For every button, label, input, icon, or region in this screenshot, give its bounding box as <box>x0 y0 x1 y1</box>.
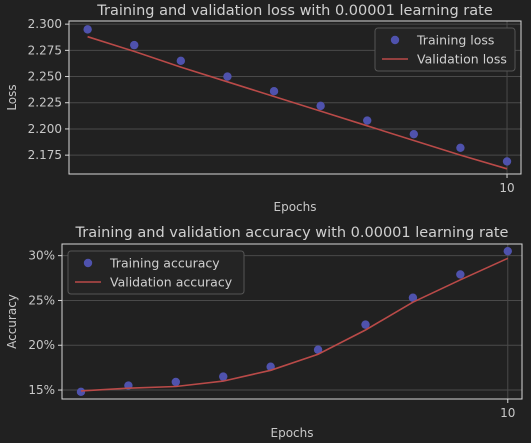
data-point <box>456 270 465 279</box>
legend-entry: Validation accuracy <box>110 275 233 290</box>
y-tick-label: 25% <box>28 293 55 307</box>
data-point <box>269 87 279 96</box>
data-point <box>219 372 228 381</box>
y-tick-label: 2.300 <box>28 17 62 31</box>
data-point <box>316 101 325 111</box>
legend-box <box>374 27 516 72</box>
x-tick-label: 10 <box>499 181 514 195</box>
data-point <box>83 25 92 34</box>
data-point <box>456 143 465 153</box>
y-tick-label: 2.225 <box>28 96 62 110</box>
y-tick-label: 20% <box>28 338 55 352</box>
legend-entry: Training loss <box>416 33 494 48</box>
y-tick-label: 30% <box>28 249 55 263</box>
chart-title: Training and validation accuracy with 0.… <box>75 225 509 241</box>
y-tick-label: 2.200 <box>28 122 62 136</box>
chart-accuracy: Training and validation accuracy with 0.… <box>5 225 523 440</box>
data-point <box>130 40 139 50</box>
data-point <box>408 293 418 302</box>
legend-entry: Training accuracy <box>109 256 220 271</box>
legend-entry: Validation loss <box>417 52 507 67</box>
legend: Training accuracy Validation accuracy <box>67 250 245 295</box>
data-point <box>361 320 370 329</box>
y-axis-label: Accuracy <box>5 294 19 349</box>
y-tick-label: 2.250 <box>28 70 62 84</box>
data-point <box>502 157 512 166</box>
data-point <box>503 246 512 256</box>
plot-frame <box>61 243 523 400</box>
legend-marker-swatch <box>390 35 400 45</box>
legend: Training loss Validation loss <box>374 27 516 72</box>
data-point <box>409 129 419 139</box>
x-axis-label: Epochs <box>271 426 314 440</box>
data-point <box>363 116 372 125</box>
y-axis-label: Loss <box>5 84 19 110</box>
y-tick-label: 2.175 <box>28 148 62 162</box>
data-point <box>171 377 181 387</box>
data-point <box>176 56 186 66</box>
x-tick-label: 10 <box>500 406 515 420</box>
y-tick-label: 15% <box>28 383 55 397</box>
chart-loss: Training and validation loss with 0.0000… <box>5 3 522 214</box>
plot-frame <box>68 20 522 175</box>
data-point <box>313 345 323 354</box>
x-axis-label: Epochs <box>274 200 317 214</box>
series-line-validation-accuracy <box>80 257 509 392</box>
y-tick-label: 2.275 <box>28 43 62 57</box>
chart-title: Training and validation loss with 0.0000… <box>96 3 493 19</box>
legend-marker-swatch <box>83 258 93 268</box>
data-point <box>76 387 86 397</box>
data-point <box>223 72 232 81</box>
legend-box <box>67 250 245 295</box>
series-line-validation-loss <box>87 35 508 170</box>
